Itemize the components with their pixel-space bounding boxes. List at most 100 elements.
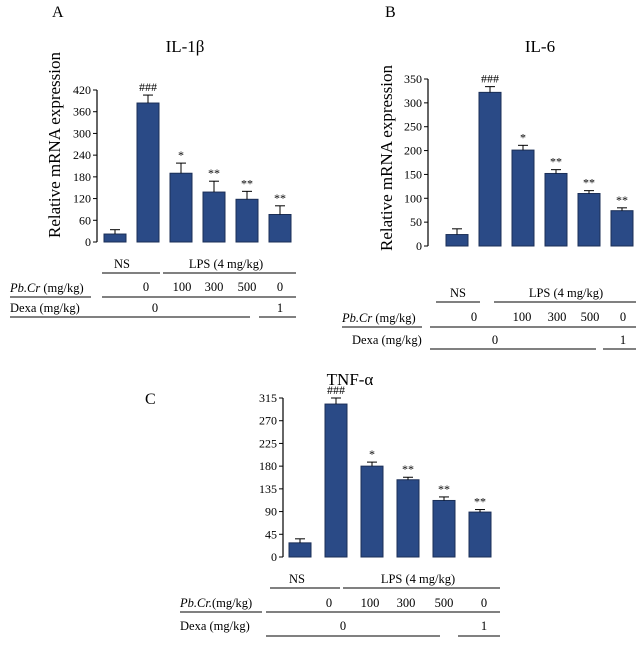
panel-a-pbcr-dose-lps: 0 (143, 280, 149, 294)
panel-c-y-tick-label: 0 (271, 550, 277, 564)
panel-a-y-tick-label: 60 (79, 213, 91, 227)
panel-c-y-tick-label: 180 (259, 459, 277, 473)
panel-b-pbcr-dose-100: 100 (513, 310, 532, 324)
panel-b-bar (577, 193, 601, 247)
panel-a: A IL-1β Relative mRNA expression 0 60 120 1… (9, 4, 296, 318)
panel-b-bar (610, 210, 634, 247)
panel-b-dexa-value-1: 1 (620, 333, 626, 347)
panel-a-y-tick-label: 180 (73, 170, 91, 184)
panel-b-bar (511, 149, 535, 247)
panel-a-pbcr-row-label: Pb.Cr (mg/kg) (9, 281, 84, 295)
panel-a-title: IL-1β (166, 37, 205, 56)
panel-b-significance-label: ** (583, 176, 595, 190)
panel-b-pbcr-row-label: Pb.Cr (mg/kg) (341, 311, 416, 325)
panel-b-significance-label: ** (550, 155, 562, 169)
panel-a-pbcr-dose-100: 100 (173, 280, 192, 294)
panel-c-dexa-value-0: 0 (340, 619, 346, 633)
panel-c-significance-label: ** (402, 462, 414, 476)
panel-b-ns-label: NS (450, 286, 466, 300)
panel-b-pbcr-dose-300: 300 (548, 310, 567, 324)
panel-b-lps-label: LPS (4 mg/kg) (529, 286, 603, 300)
panel-a-significance-label: ** (274, 191, 286, 205)
panel-c-pbcr-row-label: Pb.Cr.(mg/kg) (179, 596, 252, 610)
panel-b-title: IL-6 (525, 37, 555, 56)
panel-c-ns-label: NS (289, 572, 305, 586)
panel-a-pbcr-dose-300: 300 (205, 280, 224, 294)
panel-c-lps-label: LPS (4 mg/kg) (381, 572, 455, 586)
panel-c-pbcr-dose-100: 100 (361, 596, 380, 610)
panel-b-y-tick-label: 200 (404, 144, 422, 158)
panel-b-significance-label: * (520, 130, 526, 144)
panel-b-significance-label: ** (616, 193, 628, 207)
panel-b-pbcr-dose-dexa: 0 (620, 310, 626, 324)
panel-b: B IL-6 Relative mRNA expression 0 50 100 1 5… (341, 4, 636, 350)
panel-c-significance-label: * (369, 447, 375, 461)
panel-a-y-tick-label: 120 (73, 192, 91, 206)
panel-c-y-tick-label: 90 (265, 505, 277, 519)
panel-a-letter: A (52, 4, 64, 21)
panel-a-bar (235, 198, 259, 243)
panel-b-pbcr-dose-500: 500 (581, 310, 600, 324)
panel-c-dexa-row-label: Dexa (mg/kg) (180, 619, 250, 633)
panel-b-y-tick-label: 350 (404, 72, 422, 86)
panel-a-dexa-value-0: 0 (152, 301, 158, 315)
panel-a-y-tick-label: 0 (85, 235, 91, 249)
panel-b-y-tick-label: 50 (410, 215, 422, 229)
panel-a-dexa-row-label: Dexa (mg/kg) (10, 301, 80, 315)
panel-b-y-tick-label: 0 (416, 239, 422, 253)
panel-b-bar (544, 172, 568, 247)
panel-b-y-axis-label: Relative mRNA expression (377, 64, 396, 251)
panel-b-bar (445, 234, 469, 247)
panel-c-bar (360, 465, 384, 558)
panel-c-y-tick-label: 315 (259, 391, 277, 405)
panel-c-title: TNF-α (327, 370, 374, 389)
panel-c-pbcr-dose-500: 500 (435, 596, 454, 610)
panel-c-pbcr-dose-dexa: 0 (481, 596, 487, 610)
panel-b-bar (478, 91, 502, 247)
panel-c-significance-label: ** (474, 495, 486, 509)
panel-c-bar (288, 542, 312, 558)
panel-a-pbcr-dose-500: 500 (238, 280, 257, 294)
panel-c-bar (468, 511, 492, 558)
panel-a-pbcr-dose-dexa: 0 (277, 280, 283, 294)
panel-b-letter: B (385, 4, 396, 21)
panel-c-bar (432, 499, 456, 558)
panel-c-y-tick-label: 135 (259, 482, 277, 496)
panel-a-y-tick-label: 420 (73, 83, 91, 97)
panel-b-dexa-row-label: Dexa (mg/kg) (352, 333, 422, 347)
panel-a-bar (268, 213, 292, 243)
panel-a-lps-label: LPS (4 mg/kg) (189, 257, 263, 271)
panel-b-y-tick-label: 300 (404, 96, 422, 110)
panel-b-y-tick-label: 250 (404, 120, 422, 134)
panel-b-dexa-value-0: 0 (492, 333, 498, 347)
panel-c-dexa-value-1: 1 (481, 619, 487, 633)
panel-c-bar (324, 403, 348, 558)
panel-c-significance-label: ** (438, 482, 450, 496)
panel-a-bar (202, 191, 226, 243)
panel-c-pbcr-dose-lps: 0 (326, 596, 332, 610)
panel-c-letter: C (145, 391, 156, 408)
panel-c-bar (396, 479, 420, 558)
panel-a-dexa-value-1: 1 (277, 301, 283, 315)
panel-a-significance-label: ### (139, 80, 157, 94)
panel-b-significance-label: ### (481, 72, 499, 86)
panel-c-significance-label: ### (327, 383, 345, 397)
panel-c-y-tick-label: 225 (259, 436, 277, 450)
panel-a-significance-label: ** (241, 176, 253, 190)
panel-c-y-tick-label: 45 (265, 527, 277, 541)
panel-a-y-tick-label: 240 (73, 148, 91, 162)
panel-a-y-axis-label: Relative mRNA expression (45, 51, 64, 238)
panel-a-significance-label: ** (208, 166, 220, 180)
panel-c-pbcr-dose-300: 300 (397, 596, 416, 610)
panel-b-y-tick-label: 100 (404, 191, 422, 205)
panel-a-y-tick-label: 300 (73, 126, 91, 140)
panel-a-significance-label: * (178, 148, 184, 162)
panel-a-bar (136, 102, 160, 243)
panel-a-y-tick-label: 360 (73, 105, 91, 119)
panel-c-y-tick-label: 270 (259, 414, 277, 428)
